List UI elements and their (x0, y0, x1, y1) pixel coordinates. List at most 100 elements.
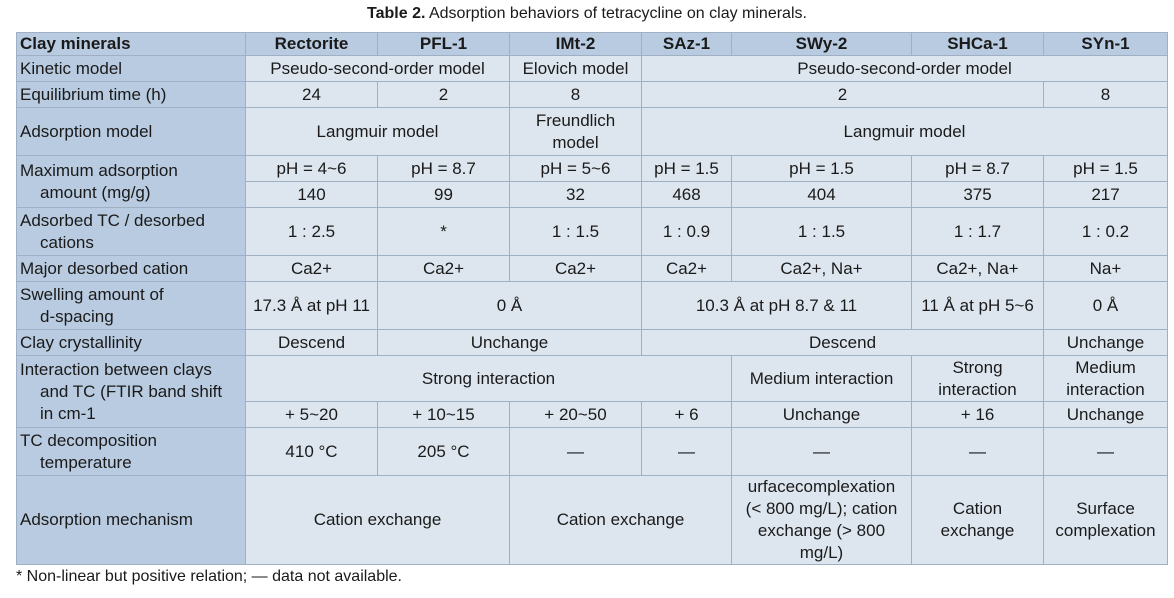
cell-line: Strong (952, 357, 1003, 377)
table-cell: 2 (377, 81, 510, 108)
header-row: Clay minerals Rectorite PFL-1 IMt-2 SAz-… (16, 32, 1168, 56)
table-cell: Ca2+ (509, 255, 642, 282)
label-line: Adsorbed TC / desorbed (20, 210, 205, 230)
label-line: cations (40, 232, 94, 252)
row-label: Interaction between clays and TC (FTIR ba… (16, 355, 246, 428)
label-line: Interaction between clays (20, 359, 212, 379)
table-cell: Na+ (1043, 255, 1168, 282)
cell-line: Cation (952, 499, 1003, 518)
table-cell: Unchange (1043, 329, 1168, 356)
table-row: Major desorbed cation Ca2+ Ca2+ Ca2+ Ca2… (16, 255, 1168, 282)
table-cell: Cation exchange (509, 475, 732, 565)
table-cell: 404 (731, 181, 912, 208)
table-cell: urfacecomplexation (< 800 mg/L); cation ex… (731, 475, 912, 565)
table-cell: + 20~50 (509, 401, 642, 428)
cell-line: model (552, 132, 599, 152)
table-cell: + 6 (641, 401, 732, 428)
row-label: Swelling amount of d-spacing (16, 281, 246, 330)
table-row: Adsorbed TC / desorbed cations 1 : 2.5 * … (16, 207, 1168, 256)
table-cell: Strong interaction (911, 355, 1044, 402)
table-cell: Cation exchange (245, 475, 510, 565)
table-cell: Medium interaction (731, 355, 912, 402)
table-cell: — (1043, 427, 1168, 476)
row-label: Adsorption model (16, 107, 246, 156)
table-cell: 1 : 0.9 (641, 207, 732, 256)
table-cell: 0 Å (377, 281, 642, 330)
table-cell: 1 : 0.2 (1043, 207, 1168, 256)
header-cell: SWy-2 (731, 32, 912, 56)
table-cell: 1 : 1.5 (731, 207, 912, 256)
table-cell: — (911, 427, 1044, 476)
table-row: Equilibrium time (h) 24 2 8 2 8 (16, 81, 1168, 108)
row-label: Major desorbed cation (16, 255, 246, 282)
cell-line: interaction (938, 379, 1017, 399)
table-row: TC decomposition temperature 410 °C 205 °… (16, 427, 1168, 476)
table-cell: + 5~20 (245, 401, 378, 428)
table-cell: pH = 5~6 (509, 155, 642, 182)
table-cell: Ca2+ (641, 255, 732, 282)
table-cell: Ca2+, Na+ (731, 255, 912, 282)
row-label: Clay crystallinity (16, 329, 246, 356)
header-cell: SHCa-1 (911, 32, 1044, 56)
table-row: Maximum adsorption amount (mg/g) pH = 4~6… (16, 155, 1168, 208)
table-cell: 10.3 Å at pH 8.7 & 11 (641, 281, 912, 330)
table-cell: 17.3 Å at pH 11 (245, 281, 378, 330)
table-caption: Table 2. Adsorption behaviors of tetracy… (0, 4, 1174, 24)
label-line: amount (mg/g) (40, 182, 151, 202)
table-footnote: * Non-linear but positive relation; — da… (16, 568, 402, 585)
table-cell: 1 : 2.5 (245, 207, 378, 256)
cell-line: interaction (1066, 379, 1145, 399)
table-cell: — (731, 427, 912, 476)
table-cell: 0 Å (1043, 281, 1168, 330)
cell-line: Medium (1075, 357, 1136, 377)
table-cell: Cation exchange (911, 475, 1044, 565)
table-row: Interaction between clays and TC (FTIR ba… (16, 355, 1168, 428)
table-cell: 2 (641, 81, 1044, 108)
table-cell: 99 (377, 181, 510, 208)
table-cell: + 16 (911, 401, 1044, 428)
table-row: + 5~20 + 10~15 + 20~50 + 6 Unchange + 16… (17, 401, 1168, 428)
table-cell: Ca2+ (245, 255, 378, 282)
table-row: 140 99 32 468 404 375 217 (17, 181, 1168, 208)
table-cell: pH = 1.5 (641, 155, 732, 182)
table-cell: pH = 8.7 (911, 155, 1044, 182)
table-cell: Ca2+ (377, 255, 510, 282)
header-cell: PFL-1 (377, 32, 510, 56)
table-cell: 32 (509, 181, 642, 208)
table-cell: Pseudo-second-order model (641, 55, 1168, 82)
table-cell: Unchange (1043, 401, 1168, 428)
table-cell: Pseudo-second-order model (245, 55, 510, 82)
cell-line: (< 800 mg/L); cation (745, 499, 898, 518)
table-cell: pH = 1.5 (731, 155, 912, 182)
table-cell: Langmuir model (245, 107, 510, 156)
table-cell: Elovich model (509, 55, 642, 82)
table-cell: Strong interaction (245, 355, 732, 402)
row-label: TC decomposition temperature (16, 427, 246, 476)
header-cell: SYn-1 (1043, 32, 1168, 56)
row-label: Equilibrium time (h) (16, 81, 246, 108)
label-line: Maximum adsorption (20, 160, 178, 180)
label-line: Swelling amount of (20, 284, 164, 304)
table-cell: Descend (245, 329, 378, 356)
row-label: Adsorption mechanism (16, 475, 246, 565)
table-cell: + 10~15 (377, 401, 510, 428)
table-row: Adsorption mechanism Cation exchange Cat… (16, 475, 1168, 565)
table-cell: 410 °C (245, 427, 378, 476)
table-cell: 1 : 1.7 (911, 207, 1044, 256)
label-line: temperature (40, 452, 132, 472)
table-cell: 140 (245, 181, 378, 208)
row-label: Maximum adsorption amount (mg/g) (16, 155, 246, 208)
cell-line: exchange (940, 521, 1015, 540)
table-cell: — (641, 427, 732, 476)
table-cell: Descend (641, 329, 1044, 356)
adsorption-table: Clay minerals Rectorite PFL-1 IMt-2 SAz-… (16, 32, 1168, 565)
header-cell: Rectorite (245, 32, 378, 56)
cell-line: exchange (> 800 mg/L) (757, 521, 886, 562)
table-cell: pH = 1.5 (1043, 155, 1168, 182)
caption-label: Table 2. (367, 5, 426, 22)
label-line: in cm-1 (40, 403, 96, 423)
cell-line: urfacecomplexation (747, 477, 896, 496)
row-label: Kinetic model (16, 55, 246, 82)
header-cell: SAz-1 (641, 32, 732, 56)
label-line: TC decomposition (20, 430, 158, 450)
